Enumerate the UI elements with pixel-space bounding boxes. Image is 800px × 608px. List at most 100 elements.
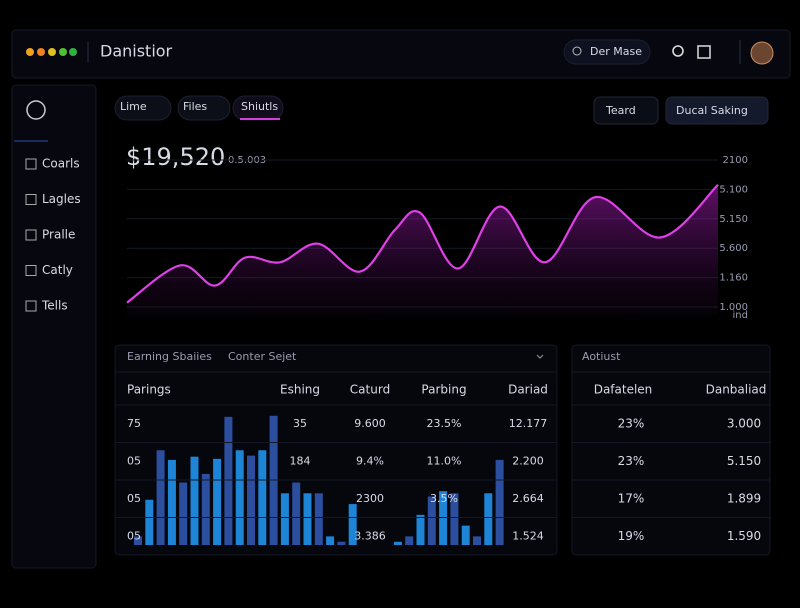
cell: 9.600 — [354, 417, 386, 430]
cell: 1.524 — [512, 530, 544, 543]
button[interactable] — [593, 96, 659, 125]
cell: 12.177 — [509, 417, 548, 430]
dot — [37, 48, 45, 56]
bar — [314, 493, 323, 545]
bar — [348, 504, 357, 545]
account-panel — [571, 344, 771, 556]
bar — [134, 536, 142, 545]
bar — [179, 482, 188, 545]
cell: 75 — [127, 417, 141, 430]
button[interactable] — [665, 96, 769, 125]
axis-label: 5.600 — [719, 243, 748, 254]
bar — [473, 536, 481, 545]
axis-label: ind — [733, 310, 748, 321]
bar — [224, 416, 233, 545]
search-text: Der Mase — [590, 45, 642, 58]
bar — [439, 491, 448, 545]
cell: 23% — [618, 417, 645, 431]
chevron[interactable] — [536, 354, 544, 359]
cell: 3.000 — [727, 417, 761, 431]
bar — [450, 493, 459, 545]
cell: 2.200 — [512, 455, 544, 468]
sidebar — [11, 84, 97, 569]
bar — [461, 525, 470, 545]
amount: $19,520 — [126, 143, 225, 171]
search-box[interactable] — [563, 39, 651, 65]
tab-label[interactable]: Shiutls — [241, 100, 278, 113]
cell: 23.5% — [427, 417, 462, 430]
nav-item[interactable]: Lagles — [42, 192, 81, 206]
dot — [59, 48, 67, 56]
bar — [303, 493, 312, 545]
nav-item[interactable]: Catly — [42, 263, 73, 277]
cell: 19% — [618, 529, 645, 543]
bar — [258, 450, 267, 545]
dot — [69, 48, 77, 56]
bar — [280, 493, 289, 545]
bar — [213, 458, 222, 545]
column-header: Parbing — [421, 383, 466, 397]
nav-item[interactable]: Tells — [41, 299, 68, 313]
tab[interactable] — [177, 95, 231, 121]
bar — [427, 496, 436, 545]
button-label[interactable]: Teard — [605, 104, 636, 117]
search-button[interactable] — [672, 45, 684, 57]
bar — [405, 536, 414, 545]
nav-icon — [25, 229, 37, 241]
cell: 05 — [127, 492, 141, 505]
cell: 11.0% — [427, 455, 462, 468]
button-label[interactable]: Ducal Saking — [676, 104, 748, 117]
nav-icon — [25, 158, 37, 170]
nav-item[interactable]: Coarls — [42, 157, 80, 171]
cell: 05 — [127, 530, 141, 543]
axis-label: 5.100 — [719, 184, 748, 195]
line — [126, 183, 719, 304]
bar — [167, 459, 176, 545]
column-header: Eshing — [280, 383, 320, 397]
bar — [145, 499, 154, 545]
bar — [484, 493, 493, 545]
cell: 05 — [127, 455, 141, 468]
axis-label: 5.150 — [719, 214, 748, 225]
nav-item[interactable]: Pralle — [42, 228, 75, 242]
bar — [190, 456, 199, 545]
cell: 3.386 — [354, 530, 386, 543]
cell: 184 — [290, 455, 311, 468]
bar — [247, 455, 255, 545]
column-header: Dafatelen — [594, 383, 653, 397]
filter[interactable]: Conter Sejet — [228, 350, 297, 363]
bar — [156, 450, 165, 545]
logo — [26, 100, 46, 120]
axis-label: 2100 — [723, 155, 748, 166]
cell: 2300 — [356, 492, 384, 505]
panel-title: Earning Sbaiies — [127, 350, 212, 363]
axis-label: 1.000 — [719, 302, 748, 313]
grid-button[interactable] — [697, 45, 711, 59]
area — [127, 184, 718, 315]
nav-icon — [25, 194, 37, 205]
bar — [495, 459, 504, 545]
bar — [326, 536, 335, 545]
bar — [416, 514, 425, 545]
column-header: Caturd — [350, 383, 390, 397]
cell: 1.899 — [727, 492, 761, 506]
bar — [393, 541, 402, 545]
panel-title: Aotiust — [582, 350, 621, 363]
bar — [337, 541, 346, 545]
cell: 2.664 — [512, 492, 544, 505]
tab[interactable] — [114, 95, 172, 121]
bar — [292, 482, 301, 545]
cell: 3.5% — [430, 492, 458, 505]
tab-label[interactable]: Files — [183, 100, 207, 113]
cell: 17% — [618, 492, 645, 506]
avatar[interactable] — [750, 41, 774, 65]
cell: 23% — [618, 454, 645, 468]
nav-icon — [25, 300, 37, 312]
column-header: Parings — [127, 383, 171, 397]
tab-label[interactable]: Lime — [120, 100, 147, 113]
axis-label: 1.160 — [719, 273, 748, 284]
nav-icon — [25, 265, 37, 276]
bar — [201, 473, 210, 545]
dot — [48, 48, 56, 56]
cell: 9.4% — [356, 455, 384, 468]
